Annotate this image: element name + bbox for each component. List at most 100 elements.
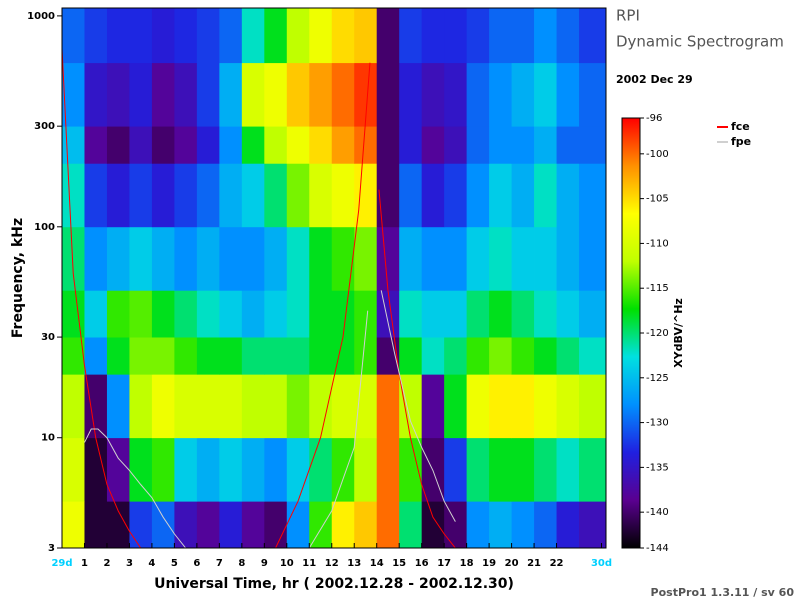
heat-cell — [106, 62, 130, 127]
heat-cell — [62, 62, 85, 127]
heat-cell — [62, 501, 85, 548]
heat-cell — [534, 62, 557, 127]
heat-cell — [84, 126, 108, 164]
heat-cell — [331, 163, 355, 228]
heat-cell — [579, 163, 606, 228]
heat-cell — [84, 62, 108, 127]
heat-cell — [489, 126, 512, 164]
heat-cell — [534, 226, 557, 291]
heat-cell — [286, 8, 310, 64]
heat-cell — [511, 290, 535, 338]
y-tick-label: 1000 — [27, 11, 55, 22]
heat-cell — [219, 501, 243, 548]
heat-cell — [556, 163, 580, 228]
heat-cell — [331, 126, 355, 164]
heat-cell — [354, 163, 378, 228]
heat-cell — [376, 226, 400, 291]
heat-cell — [399, 163, 423, 228]
heat-cell — [219, 126, 243, 164]
instrument: RPI — [616, 7, 640, 25]
heat-cell — [421, 126, 445, 164]
heat-cell — [376, 374, 400, 439]
heat-cell — [399, 62, 423, 127]
x-tick-label: 11 — [302, 558, 316, 569]
heat-cell — [151, 374, 175, 439]
heat-cell — [174, 337, 198, 375]
heat-cell — [84, 8, 108, 64]
heat-cell — [511, 337, 535, 375]
heat-cell — [466, 501, 490, 548]
heat-cell — [376, 62, 400, 127]
heat-cell — [466, 163, 490, 228]
heat-cell — [84, 437, 108, 502]
heat-cell — [376, 290, 400, 338]
heat-cell — [286, 437, 310, 502]
heat-cell — [556, 374, 580, 439]
heat-cell — [151, 290, 175, 338]
heat-cell — [84, 337, 108, 375]
heat-cell — [241, 126, 265, 164]
heat-cell — [421, 8, 445, 64]
heat-cell — [129, 437, 153, 502]
heat-cell — [444, 501, 468, 548]
heat-cell — [421, 501, 445, 548]
heat-cell — [511, 163, 535, 228]
x-tick-label: 13 — [347, 558, 361, 569]
heat-cell — [174, 437, 198, 502]
heat-cell — [511, 501, 535, 548]
heat-cell — [579, 290, 606, 338]
heat-cell — [331, 226, 355, 291]
heat-cell — [444, 226, 468, 291]
heat-cell — [174, 126, 198, 164]
heat-cell — [286, 337, 310, 375]
heat-cell — [286, 226, 310, 291]
heat-cell — [174, 8, 198, 64]
heat-cell — [444, 8, 468, 64]
heat-cell — [151, 126, 175, 164]
heat-cell — [534, 374, 557, 439]
heat-cell — [556, 290, 580, 338]
heat-cell — [286, 126, 310, 164]
heat-cell — [354, 337, 378, 375]
heat-cell — [579, 62, 606, 127]
legend-label: fce — [731, 120, 750, 133]
heat-cell — [489, 501, 512, 548]
heat-cell — [489, 374, 512, 439]
heat-cell — [556, 8, 580, 64]
x-tick-label: 15 — [392, 558, 406, 569]
heat-cell — [466, 8, 490, 64]
heat-cell — [331, 290, 355, 338]
heat-cell — [331, 8, 355, 64]
heat-cell — [219, 226, 243, 291]
x-tick-label: 14 — [370, 558, 384, 569]
heat-cell — [399, 126, 423, 164]
heat-cell — [489, 62, 512, 127]
heat-cell — [264, 437, 288, 502]
footer: PostPro1 1.3.11 / sv 60 — [651, 586, 795, 599]
heat-cell — [264, 8, 288, 64]
heat-cell — [241, 163, 265, 228]
heat-cell — [534, 8, 557, 64]
heat-cell — [106, 437, 130, 502]
y-tick-label: 3 — [48, 543, 55, 554]
x-tick-label: 17 — [437, 558, 451, 569]
heat-cell — [376, 337, 400, 375]
heat-cell — [196, 62, 220, 127]
x-tick-label: 7 — [216, 558, 223, 569]
date: 2002 Dec 29 — [616, 73, 693, 86]
series-line — [62, 48, 456, 548]
heat-cell — [264, 226, 288, 291]
heat-cell — [444, 163, 468, 228]
x-tick-label: 2 — [103, 558, 110, 569]
heat-cell — [106, 8, 130, 64]
heat-cell — [196, 8, 220, 64]
heat-cell — [556, 501, 580, 548]
heat-cell — [489, 163, 512, 228]
x-tick-label: 8 — [238, 558, 245, 569]
colorbar-tick-label: -135 — [646, 462, 669, 473]
heat-cell — [129, 374, 153, 439]
heat-cell — [264, 374, 288, 439]
heat-cell — [331, 501, 355, 548]
heat-cell — [174, 62, 198, 127]
heat-cell — [219, 290, 243, 338]
